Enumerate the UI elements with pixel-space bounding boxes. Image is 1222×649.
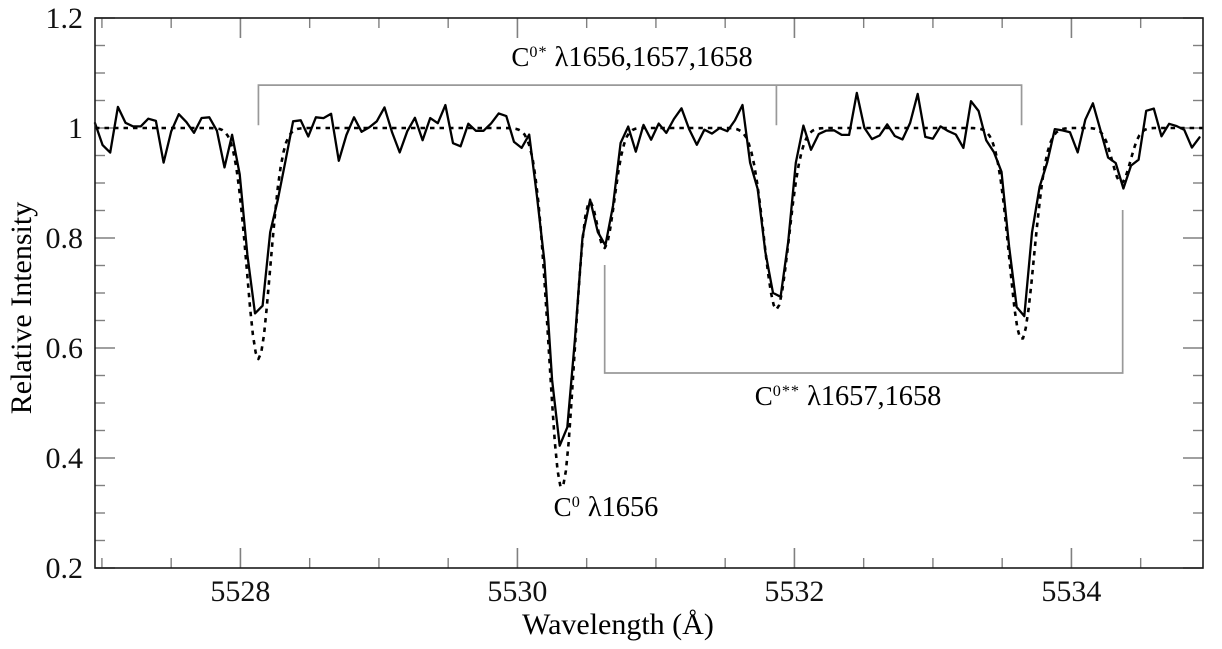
annotation-lines: λ1656 — [580, 492, 659, 523]
x-tick-label: 5534 — [1041, 575, 1101, 608]
y-tick-label: 1.2 — [46, 2, 84, 35]
y-tick-label: 0.2 — [46, 552, 84, 585]
annotation-superscript: 0* — [529, 43, 548, 62]
x-tick-label: 5530 — [487, 575, 547, 608]
y-tick-label: 0.8 — [46, 222, 84, 255]
c0-star-bracket — [257, 84, 1023, 126]
annotation-base: C — [754, 381, 773, 411]
annotation-c0-1656: C0 λ1656 — [554, 492, 659, 524]
annotation-base: C — [553, 492, 572, 522]
annotation-c0-doublestar-doublet: C0** λ1657,1658 — [755, 381, 942, 413]
c0-doublestar-bracket — [603, 209, 1124, 374]
x-tick-label: 5532 — [764, 575, 824, 608]
x-axis-title: Wavelength (Å) — [522, 608, 714, 641]
x-tick-label: 5528 — [210, 575, 270, 608]
observed-spectrum-line — [93, 91, 1201, 447]
annotation-lines: λ1657,1658 — [800, 381, 942, 412]
annotation-lines: λ1656,1657,1658 — [547, 42, 753, 73]
model-fit-line — [95, 126, 1203, 488]
annotation-superscript: 0** — [772, 382, 800, 401]
annotation-c0-star-triplet: C0* λ1656,1657,1658 — [511, 42, 752, 74]
y-tick-label: 1 — [68, 112, 83, 145]
y-tick-label: 0.6 — [46, 332, 84, 365]
y-tick-label: 0.4 — [46, 442, 84, 475]
annotation-superscript: 0 — [571, 493, 581, 512]
plot-frame — [94, 17, 1204, 569]
annotation-base: C — [511, 42, 530, 72]
y-axis-title: Relative Intensity — [5, 201, 38, 415]
